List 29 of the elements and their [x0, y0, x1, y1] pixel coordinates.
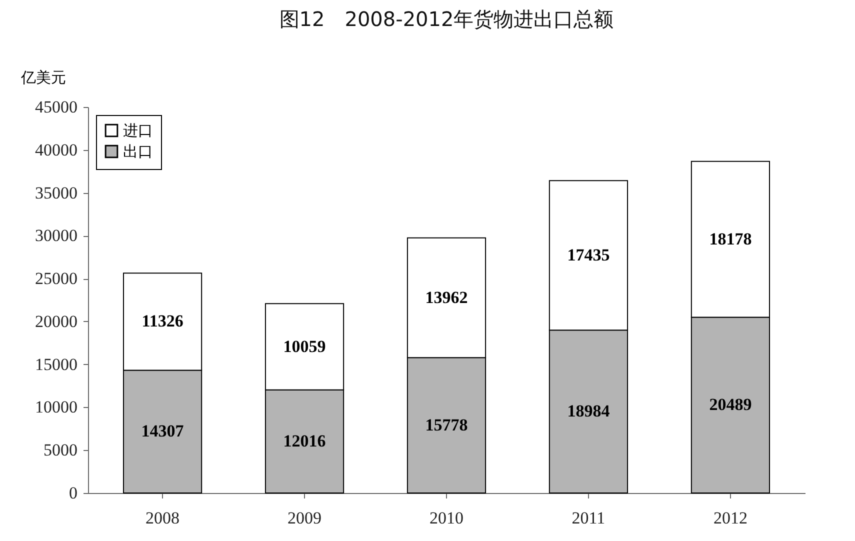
data-label: 17435 [567, 245, 610, 264]
y-tick-label: 40000 [35, 140, 78, 160]
legend-label: 进口 [123, 122, 153, 140]
data-label: 11326 [142, 312, 184, 331]
chart-title: 图12 2008-2012年货物进出口总额 [279, 7, 614, 31]
x-tick-label: 2011 [572, 508, 606, 528]
x-tick-label: 2012 [713, 508, 748, 528]
x-tick-label: 2009 [288, 508, 322, 528]
x-tick-label: 2008 [146, 508, 180, 528]
data-label: 18984 [567, 402, 610, 421]
y-tick-label: 0 [69, 484, 78, 502]
y-tick-label: 30000 [35, 226, 78, 246]
x-tick-label: 2010 [430, 508, 464, 528]
y-tick-label: 10000 [35, 398, 78, 417]
data-label: 10059 [283, 336, 326, 356]
y-tick-label: 5000 [44, 440, 78, 460]
data-label: 13962 [425, 288, 468, 307]
data-label: 15778 [425, 415, 468, 434]
y-tick-label: 35000 [35, 183, 78, 202]
data-label: 14307 [141, 422, 184, 441]
data-label: 20489 [709, 395, 752, 414]
data-label: 18178 [709, 229, 752, 248]
data-label: 12016 [283, 431, 326, 450]
y-tick-label: 25000 [35, 269, 78, 288]
y-tick-label: 20000 [35, 312, 78, 331]
y-tick-label: 15000 [35, 354, 78, 374]
y-axis-title: 亿美元 [20, 70, 66, 86]
y-tick-label: 45000 [35, 98, 78, 116]
legend-label: 出口 [123, 144, 153, 160]
